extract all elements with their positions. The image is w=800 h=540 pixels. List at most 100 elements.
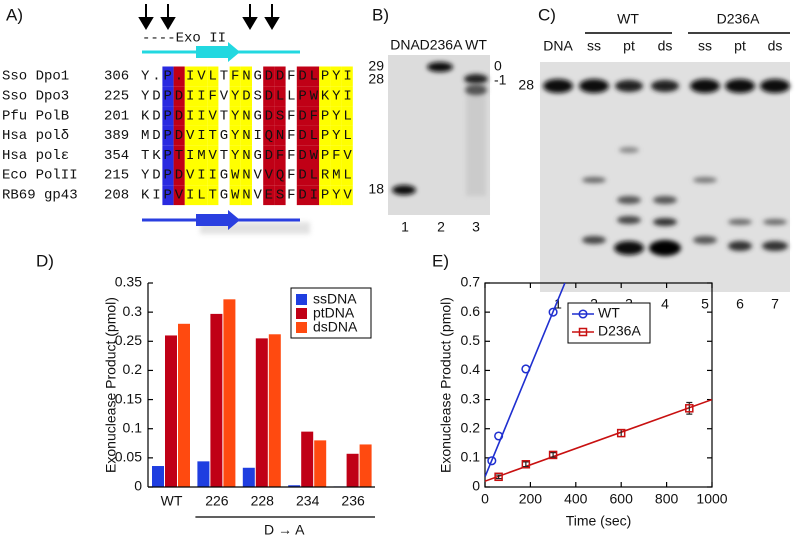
product-label: -1 xyxy=(494,72,507,88)
bar xyxy=(178,323,190,487)
residue-box xyxy=(330,86,342,107)
lane-label: WT xyxy=(465,37,487,53)
bar xyxy=(346,453,359,487)
y-tick-label: 0 xyxy=(472,478,480,494)
residue-box xyxy=(240,165,252,186)
panel-label: D) xyxy=(36,251,54,270)
x-tick-label: 234 xyxy=(296,493,320,509)
group-label: D236A xyxy=(717,11,760,27)
y-tick-label: 0 xyxy=(134,478,142,494)
panel-label: A) xyxy=(6,5,23,24)
size-label: 29 xyxy=(368,58,384,74)
error-bar xyxy=(495,474,502,480)
residue-box xyxy=(274,185,286,206)
species-name: Pfu PolB xyxy=(2,108,69,124)
residue-box xyxy=(263,125,275,146)
point xyxy=(685,404,694,413)
lane-label: DNA xyxy=(543,38,573,54)
point xyxy=(494,472,503,482)
motif-label: ----Exo II xyxy=(142,31,226,47)
residue-box xyxy=(162,185,174,206)
bar xyxy=(210,313,223,487)
residue-box xyxy=(341,66,353,87)
product-label: 0 xyxy=(494,58,502,74)
lane-label: pt xyxy=(623,38,635,54)
y-tick-label: 0.15 xyxy=(115,390,142,406)
residue-box xyxy=(207,86,219,107)
species-name: Sso Dpo1 xyxy=(2,69,69,85)
residue-box xyxy=(240,106,252,126)
alignment: Sso Dpo1 306 Y.P.IVLTFNGDDFDLPYI Sso Dpo3 22… xyxy=(2,66,353,206)
residue-box xyxy=(229,165,241,186)
lane-label: ds xyxy=(658,38,673,54)
residue-box xyxy=(330,66,342,87)
residue-box xyxy=(263,106,275,126)
bar xyxy=(255,338,268,487)
y-tick-label: 0.6 xyxy=(461,303,481,319)
residue-box xyxy=(207,145,219,166)
species-name: Hsa polε xyxy=(2,148,69,164)
residue-box xyxy=(308,185,320,206)
y-tick-label: 0.2 xyxy=(461,419,481,435)
residue-box xyxy=(308,125,320,146)
residue-box xyxy=(296,125,308,146)
gel-b xyxy=(388,55,490,215)
sequence: Y.P.IVLTFNGDDFDLPYI xyxy=(141,69,352,85)
residue-box xyxy=(173,106,185,126)
lane-label: pt xyxy=(734,38,746,54)
residue-box xyxy=(263,86,275,107)
residue-box xyxy=(263,165,275,186)
y-axis-title: Exonuclease Product (pmol) xyxy=(438,297,454,473)
sequence: KDPDIIVTYNGDSFDFPYL xyxy=(141,108,352,124)
x-tick-label: 400 xyxy=(564,491,588,507)
x-tick-label: 1000 xyxy=(696,491,727,507)
y-tick-label: 0.3 xyxy=(123,303,143,319)
residue-box xyxy=(173,66,185,87)
point xyxy=(521,460,531,469)
residue-box xyxy=(341,106,353,126)
sequence: MDPDVITGYNIQNFDLPYL xyxy=(141,128,352,144)
bar xyxy=(268,334,281,487)
point xyxy=(521,364,531,374)
residue-box xyxy=(296,185,308,206)
residue-box xyxy=(341,125,353,146)
bar xyxy=(314,440,327,487)
start-position: 208 xyxy=(104,188,129,204)
lane-number: 1 xyxy=(554,296,562,312)
lane-label: ds xyxy=(768,38,783,54)
x-tick-label: WT xyxy=(161,493,183,509)
residue-box xyxy=(184,66,196,87)
y-tick-label: 0.1 xyxy=(123,419,143,435)
legend-swatch xyxy=(296,322,307,333)
residue-box xyxy=(308,145,320,166)
residue-box xyxy=(162,145,174,166)
bar xyxy=(165,335,177,487)
residue-box xyxy=(173,185,185,206)
strand-bottom xyxy=(142,210,310,234)
residue-box xyxy=(330,165,342,186)
residue-box xyxy=(229,185,241,206)
y-axis-title: Exonuclease Product (pmol) xyxy=(103,297,119,473)
lane-number: 2 xyxy=(437,219,445,235)
bar xyxy=(197,461,210,487)
x-tick-label: 236 xyxy=(341,493,365,509)
bar xyxy=(359,444,372,487)
residue-box xyxy=(196,145,208,166)
legend-label: ssDNA xyxy=(313,291,357,307)
size-label: 28 xyxy=(518,77,534,93)
lane-number: 5 xyxy=(701,296,709,312)
lane-number: 6 xyxy=(736,296,744,312)
panel-label: E) xyxy=(432,251,449,270)
residue-box xyxy=(162,86,174,107)
start-position: 215 xyxy=(104,168,129,184)
residue-box xyxy=(319,185,331,206)
residue-box xyxy=(319,106,331,126)
point xyxy=(494,431,504,441)
y-tick-label: 0.2 xyxy=(123,361,143,377)
chart-e: Exonuclease Product (pmol) Time (sec) 0 0.1… xyxy=(438,274,728,529)
legend-swatch xyxy=(296,308,307,319)
legend-label: ptDNA xyxy=(313,305,355,321)
residue-box xyxy=(240,185,252,206)
residue-box xyxy=(229,145,241,166)
